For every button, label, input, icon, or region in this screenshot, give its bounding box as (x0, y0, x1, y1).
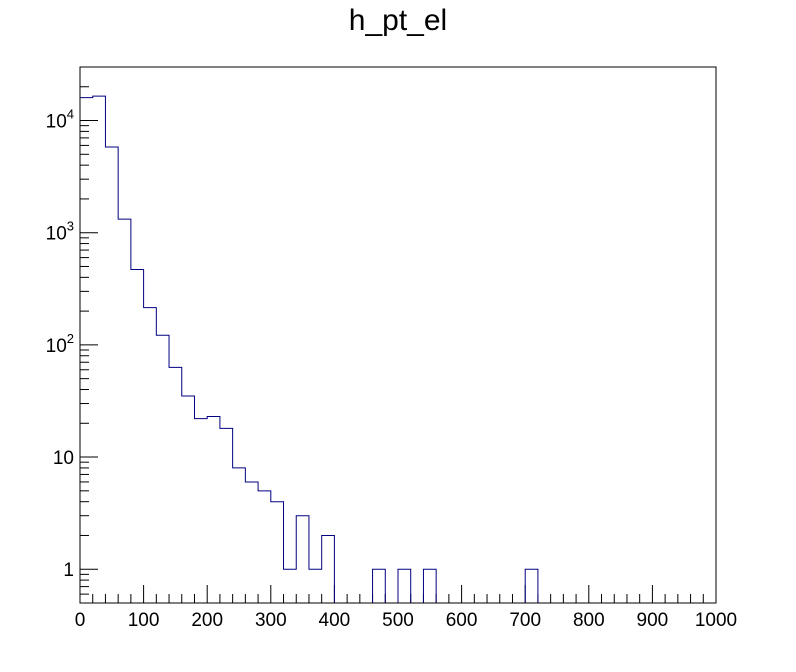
axis-ticks (79, 66, 717, 604)
y-tick-label: 104 (46, 107, 74, 133)
y-tick-label: 102 (46, 331, 74, 357)
x-tick-label: 500 (382, 610, 414, 631)
x-tick-label: 900 (637, 610, 669, 631)
histogram-series (80, 95, 716, 604)
y-tick-label-exponent: 2 (67, 331, 74, 346)
x-tick-label: 0 (75, 610, 86, 631)
x-tick-label: 800 (573, 610, 605, 631)
x-tick-label: 700 (509, 610, 541, 631)
x-tick-label: 1000 (695, 610, 737, 631)
x-tick-labels: 0 100 200 300 400 500 600 700 800 900 1000 (75, 610, 737, 631)
x-tick-label: 100 (128, 610, 160, 631)
plot-frame (79, 66, 717, 604)
y-tick-label-base: 10 (46, 336, 67, 357)
y-tick-label-base: 10 (46, 224, 67, 245)
y-tick-label-exponent: 4 (67, 107, 74, 122)
y-tick-label: 103 (46, 219, 74, 245)
x-tick-label: 600 (446, 610, 478, 631)
y-tick-label-base: 10 (46, 112, 67, 133)
x-tick-label: 200 (191, 610, 223, 631)
x-tick-label: 400 (319, 610, 351, 631)
y-tick-label-exponent: 3 (67, 219, 74, 234)
x-tick-label: 300 (255, 610, 287, 631)
y-tick-label-base: 10 (53, 448, 74, 469)
y-tick-label: 1 (63, 560, 74, 581)
chart-title: h_pt_el (348, 4, 448, 37)
y-tick-label-base: 1 (63, 560, 74, 581)
y-tick-label: 10 (53, 448, 74, 469)
